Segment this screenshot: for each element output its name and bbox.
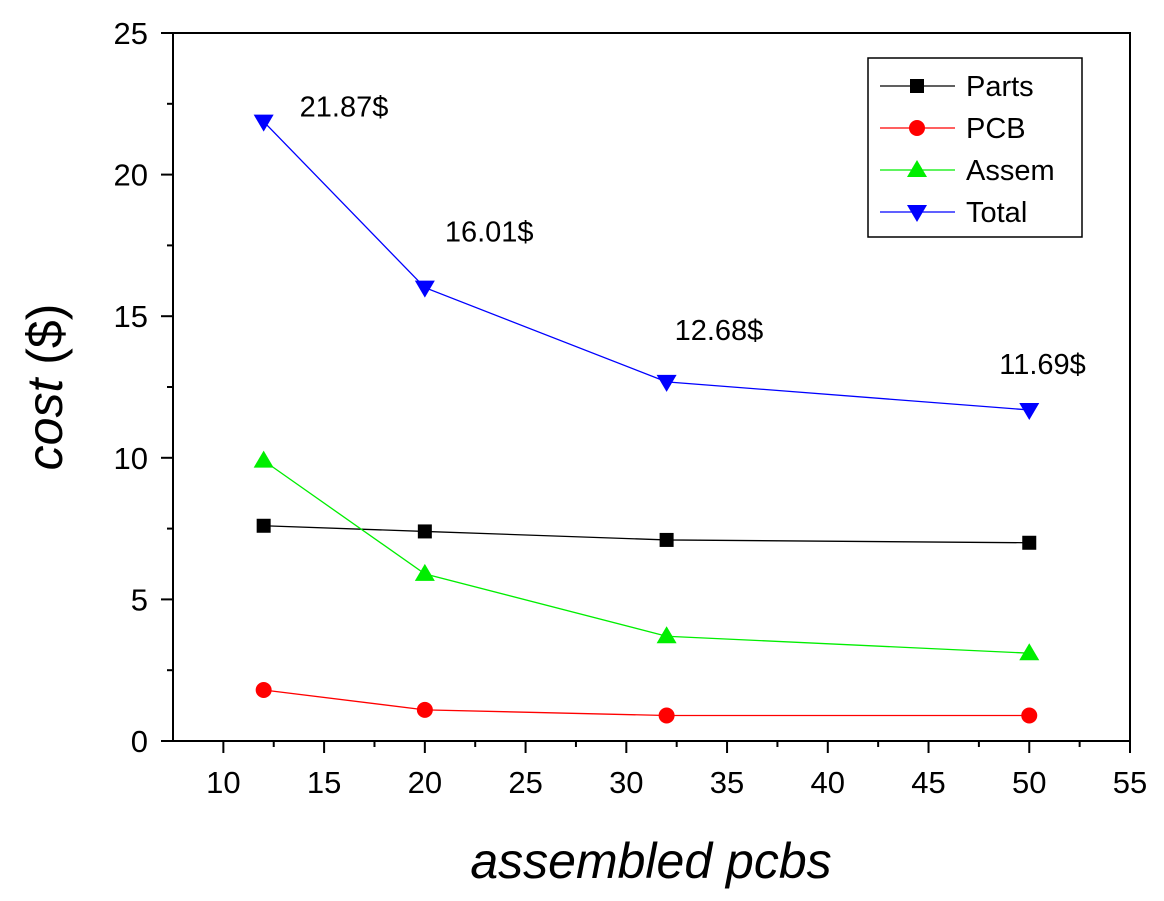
data-point bbox=[414, 280, 435, 298]
y-tick-label: 25 bbox=[114, 16, 148, 51]
axis-tick-labels: 10 15 20 25 30 35 40 45 50 55 0 5 10 15 20 25 bbox=[114, 16, 1148, 800]
y-tick-label: 20 bbox=[114, 158, 148, 193]
x-tick-label: 35 bbox=[710, 765, 744, 800]
data-point bbox=[256, 518, 271, 533]
data-point bbox=[656, 374, 677, 392]
legend-marker bbox=[907, 205, 927, 222]
x-axis-title: assembled pcbs bbox=[470, 833, 831, 889]
legend-label: Assem bbox=[966, 155, 1055, 187]
x-tick-label: 40 bbox=[811, 765, 845, 800]
x-tick-label: 55 bbox=[1113, 765, 1147, 800]
legend-label: PCB bbox=[966, 113, 1026, 145]
x-tick-label: 50 bbox=[1012, 765, 1046, 800]
x-tick-label: 15 bbox=[307, 765, 341, 800]
legend-box bbox=[867, 57, 1083, 238]
x-tick-label: 30 bbox=[609, 765, 643, 800]
x-tick-label: 10 bbox=[206, 765, 240, 800]
legend-item-parts: Parts bbox=[880, 71, 1034, 103]
data-point bbox=[1019, 643, 1040, 661]
legend: Parts PCB Assem Total bbox=[867, 57, 1083, 238]
data-point bbox=[253, 450, 274, 468]
series-layer bbox=[253, 114, 1040, 724]
y-tick-label: 5 bbox=[131, 582, 148, 617]
x-tick-label: 20 bbox=[408, 765, 442, 800]
data-point bbox=[253, 114, 274, 132]
data-label: 16.01$ bbox=[445, 217, 534, 249]
series-total bbox=[253, 114, 1040, 420]
data-label: 11.69$ bbox=[999, 349, 1086, 381]
series-line bbox=[263, 525, 1030, 544]
legend-marker bbox=[910, 79, 924, 93]
data-point bbox=[414, 563, 435, 581]
legend-item-pcb: PCB bbox=[880, 113, 1026, 145]
y-tick-label: 15 bbox=[114, 299, 148, 334]
x-tick-label: 45 bbox=[911, 765, 945, 800]
data-point bbox=[416, 701, 433, 718]
series-parts bbox=[256, 518, 1037, 550]
legend-marker bbox=[909, 120, 925, 136]
data-label: 21.87$ bbox=[300, 92, 389, 124]
series-line bbox=[263, 121, 1030, 411]
series-line bbox=[263, 460, 1030, 654]
data-point bbox=[255, 682, 272, 699]
legend-item-assem: Assem bbox=[880, 155, 1055, 187]
data-point bbox=[1022, 535, 1037, 550]
data-point bbox=[417, 524, 432, 539]
series-pcb bbox=[255, 682, 1038, 724]
legend-marker bbox=[907, 160, 927, 177]
data-point bbox=[656, 626, 677, 644]
series-assem bbox=[253, 450, 1040, 661]
legend-label: Parts bbox=[966, 71, 1034, 103]
y-axis-title-italic: cost bbox=[17, 377, 73, 471]
data-point bbox=[1019, 402, 1040, 420]
y-axis-title-unit: ($) bbox=[17, 304, 73, 379]
data-point bbox=[659, 532, 674, 547]
y-axis-title: cost ($) bbox=[17, 304, 73, 471]
data-point bbox=[1021, 707, 1038, 724]
legend-label: Total bbox=[966, 197, 1027, 229]
data-point bbox=[658, 707, 675, 724]
data-labels: 21.87$ 16.01$ 12.68$ 11.69$ bbox=[300, 92, 1086, 381]
x-tick-label: 25 bbox=[508, 765, 542, 800]
series-line bbox=[263, 689, 1030, 717]
y-tick-label: 0 bbox=[131, 724, 148, 759]
axis-ticks bbox=[161, 32, 1131, 753]
legend-item-total: Total bbox=[880, 197, 1027, 229]
y-tick-label: 10 bbox=[114, 441, 148, 476]
data-label: 12.68$ bbox=[675, 315, 764, 347]
